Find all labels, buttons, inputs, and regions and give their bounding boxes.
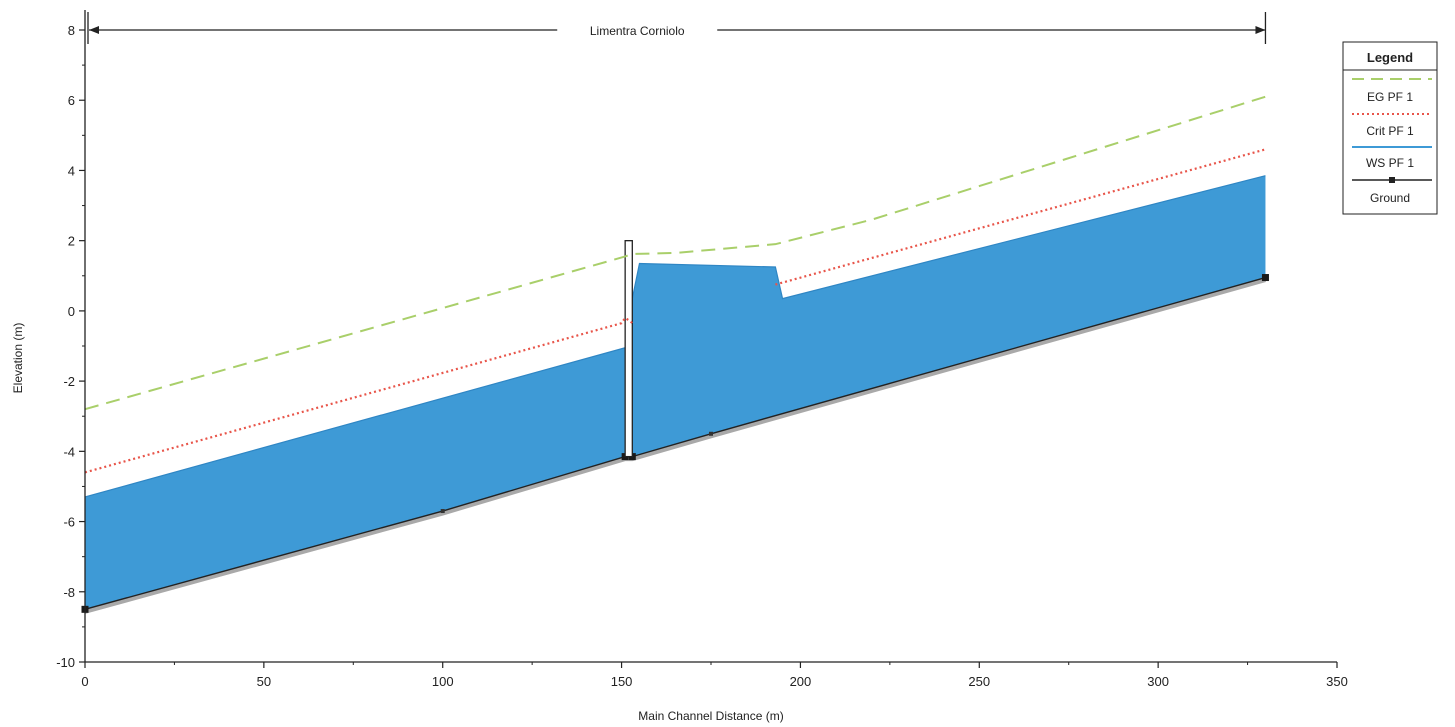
ground-minor-marker-1 [709, 431, 713, 436]
water-surface-area [85, 175, 1266, 610]
water-surface-fill-layer [84, 175, 1266, 610]
x-tick-label: 200 [790, 674, 812, 689]
x-tick-label: 0 [81, 674, 88, 689]
x-tick-label: 300 [1147, 674, 1169, 689]
x-tick-label: 100 [432, 674, 454, 689]
x-tick-label: 150 [611, 674, 633, 689]
y-tick-label: 0 [68, 304, 75, 319]
legend-label-ground: Ground [1370, 191, 1410, 205]
reach-arrow-left [89, 26, 99, 34]
reach-label: Limentra Corniolo [590, 24, 685, 38]
x-tick-label: 50 [257, 674, 271, 689]
legend-label-ws: WS PF 1 [1366, 156, 1414, 170]
y-tick-label: 6 [68, 93, 75, 108]
ground-shadow [84, 278, 1266, 614]
legend: Legend EG PF 1 Crit PF 1 WS PF 1 Ground [1342, 41, 1438, 215]
legend-box [1342, 41, 1438, 215]
reach-extent-bar: Limentra Corniolo [87, 12, 1267, 44]
energy-grade-line [84, 95, 1266, 411]
y-tick-label: 2 [68, 234, 75, 249]
x-tick-label: 350 [1326, 674, 1348, 689]
y-axis-title: Elevation (m) [11, 323, 25, 394]
y-tick-label: 4 [68, 163, 75, 178]
structure-outline [624, 240, 633, 458]
legend-swatch-ground-marker [1389, 177, 1395, 183]
series-lines-layer [84, 95, 1266, 474]
ground-minor-marker-0 [440, 509, 445, 514]
legend-title: Legend [1367, 50, 1413, 65]
x-tick-label: 250 [968, 674, 990, 689]
y-tick-label: -2 [63, 374, 75, 389]
legend-label-eg: EG PF 1 [1367, 90, 1413, 104]
reach-arrow-right [1255, 26, 1266, 34]
y-tick-label: -10 [56, 655, 75, 670]
critical-depth-line-1 [84, 316, 635, 474]
y-tick-label: -6 [63, 515, 75, 530]
y-tick-label: 8 [68, 23, 75, 38]
ground-marker-3 [1261, 274, 1269, 282]
structure-layer [624, 240, 633, 458]
y-tick-label: -4 [63, 444, 75, 459]
y-tick-label: -8 [63, 585, 75, 600]
legend-label-crit: Crit PF 1 [1366, 124, 1414, 138]
x-axis-title: Main Channel Distance (m) [638, 709, 783, 723]
axes-layer: -10 -8 -6 -4 -2 0 2 4 6 8 0 50 100 150 200 250 300 350 [56, 10, 1348, 689]
